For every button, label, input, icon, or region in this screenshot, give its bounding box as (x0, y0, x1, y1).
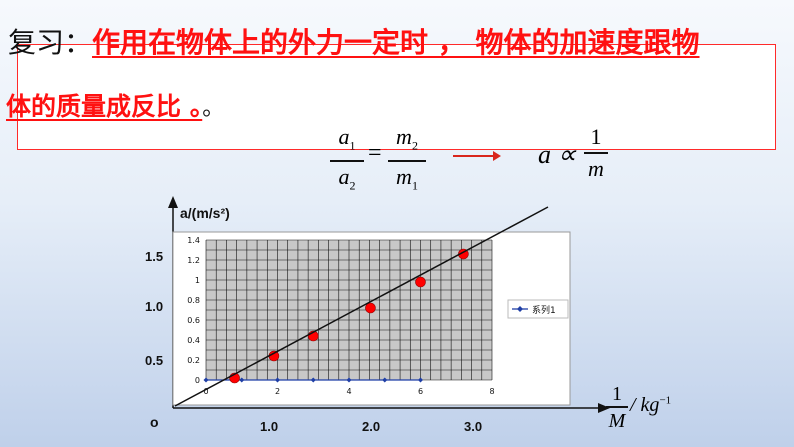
review-tail: 。 (202, 95, 225, 120)
series-point (382, 377, 388, 383)
outer-y-axis-label: a/(m/s²) (180, 205, 230, 221)
origin-label: o (150, 414, 159, 430)
y-axis-arrow-icon (168, 196, 178, 208)
x-axis-label: 1 M (606, 383, 628, 433)
inner-y-tick-label: 1.2 (187, 256, 200, 265)
legend-marker-icon (517, 306, 523, 312)
inner-y-tick-label: 0 (195, 376, 200, 385)
inner-y-tick-label: 0.2 (187, 356, 200, 365)
review-lead: 复习： (8, 26, 93, 59)
inner-y-tick-label: 0.8 (187, 296, 200, 305)
series-point (418, 377, 423, 383)
inner-x-tick-label: 2 (275, 387, 280, 396)
x-axis-unit: / kg−1 (630, 394, 672, 416)
inner-x-tick-label: 8 (489, 387, 494, 396)
fraction-m2-m1: m2 m1 (388, 124, 426, 199)
inner-y-tick-label: 1.4 (187, 236, 200, 245)
outer-x-tick-1: 1.0 (260, 419, 279, 434)
red-data-point (415, 276, 426, 288)
review-box (17, 44, 776, 150)
red-data-point (365, 302, 376, 314)
series-point (310, 377, 316, 383)
legend-label: 系列1 (532, 304, 556, 316)
series-point (203, 377, 209, 383)
inner-x-tick-label: 6 (418, 387, 423, 396)
fraction-a1-a2: a1 a2 (330, 124, 364, 199)
outer-x-tick-3: 3.0 (464, 419, 483, 434)
inner-x-tick-label: 0 (203, 387, 208, 396)
fraction-1-m: 1 m (584, 124, 608, 182)
legend-box (507, 299, 569, 319)
arrow-line (453, 155, 495, 157)
inner-y-tick-label: 0.4 (187, 336, 200, 345)
outer-y-tick-3: 0.5 (145, 353, 164, 368)
review-line-1: 复习：作用在物体上的外力一定时 ， 物体的加速度跟物 (8, 26, 700, 61)
plot-area: 1.4 1.2 1 0.8 0.6 0.4 0.2 00 2 4 6 8 (187, 236, 494, 396)
outer-x-tick-2: 2.0 (362, 419, 381, 434)
review-line-2: 体的质量成反比 。。 (6, 92, 224, 123)
inner-y-tick-label: 0.6 (187, 316, 200, 325)
outer-y-tick-2: 1.0 (145, 299, 164, 314)
x-axis-arrow-icon (598, 403, 610, 413)
outer-y-tick-1: 1.5 (145, 249, 164, 264)
trend-line (174, 206, 549, 407)
review-text-1: 作用在物体上的外力一定时 ， 物体的加速度跟物 (92, 26, 700, 59)
inner-x-tick-label: 4 (346, 387, 351, 396)
series-point (346, 377, 352, 383)
equals-sign: = (368, 140, 382, 166)
arrow-head-icon (493, 151, 501, 161)
series-point (239, 377, 245, 383)
inner-y-tick-label: 1 (195, 276, 200, 285)
series-point (275, 377, 280, 383)
review-text-2: 体的质量成反比 。 (6, 92, 203, 121)
proportional-lhs: a ∝ (538, 140, 577, 169)
